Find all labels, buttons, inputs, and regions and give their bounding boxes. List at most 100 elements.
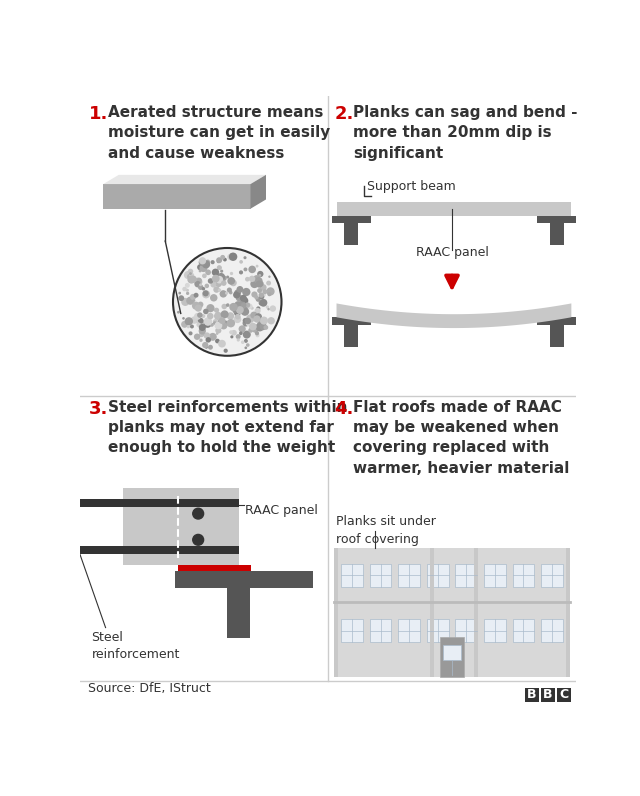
Circle shape xyxy=(194,278,202,286)
Circle shape xyxy=(197,264,204,271)
Circle shape xyxy=(253,315,260,322)
Circle shape xyxy=(212,275,220,283)
Circle shape xyxy=(237,307,243,314)
Circle shape xyxy=(230,335,234,338)
FancyBboxPatch shape xyxy=(456,564,477,587)
FancyBboxPatch shape xyxy=(76,499,239,508)
FancyBboxPatch shape xyxy=(537,318,576,325)
Circle shape xyxy=(207,313,214,319)
Circle shape xyxy=(266,281,271,286)
Circle shape xyxy=(189,273,194,278)
Circle shape xyxy=(199,324,206,331)
Circle shape xyxy=(220,255,225,259)
Circle shape xyxy=(195,281,201,287)
Circle shape xyxy=(242,288,250,296)
FancyBboxPatch shape xyxy=(175,571,312,587)
Circle shape xyxy=(250,280,259,288)
Circle shape xyxy=(197,312,203,318)
Circle shape xyxy=(198,304,203,309)
Circle shape xyxy=(188,269,193,274)
Circle shape xyxy=(220,320,224,323)
Circle shape xyxy=(255,277,262,285)
Circle shape xyxy=(196,278,202,283)
Circle shape xyxy=(227,254,234,260)
Circle shape xyxy=(179,292,181,295)
Circle shape xyxy=(248,266,256,273)
Text: B: B xyxy=(527,688,536,701)
Circle shape xyxy=(198,270,202,272)
FancyBboxPatch shape xyxy=(334,548,570,555)
Circle shape xyxy=(195,305,202,312)
Circle shape xyxy=(181,298,189,306)
FancyBboxPatch shape xyxy=(566,548,570,677)
Text: 2.: 2. xyxy=(334,105,353,123)
Circle shape xyxy=(223,258,227,261)
Circle shape xyxy=(229,252,237,261)
Polygon shape xyxy=(103,184,250,209)
Circle shape xyxy=(208,345,213,349)
Circle shape xyxy=(214,322,218,326)
Circle shape xyxy=(216,275,223,283)
Text: Planks can sag and bend -
more than 20mm dip is
significant: Planks can sag and bend - more than 20mm… xyxy=(353,105,577,161)
Circle shape xyxy=(248,328,253,333)
Circle shape xyxy=(249,322,257,330)
FancyBboxPatch shape xyxy=(427,564,449,587)
Circle shape xyxy=(243,318,248,323)
Circle shape xyxy=(243,330,251,338)
Circle shape xyxy=(187,274,193,279)
Circle shape xyxy=(227,312,234,320)
FancyBboxPatch shape xyxy=(370,564,392,587)
Circle shape xyxy=(229,291,232,295)
Polygon shape xyxy=(103,175,266,184)
Circle shape xyxy=(206,304,214,312)
FancyBboxPatch shape xyxy=(427,619,449,642)
Text: Steel reinforcements within
planks may not extend far
enough to hold the weight: Steel reinforcements within planks may n… xyxy=(108,400,348,455)
Circle shape xyxy=(221,280,227,286)
Circle shape xyxy=(250,311,257,318)
Circle shape xyxy=(260,317,268,325)
Circle shape xyxy=(202,314,205,318)
FancyBboxPatch shape xyxy=(443,645,461,660)
FancyBboxPatch shape xyxy=(398,619,420,642)
Circle shape xyxy=(214,322,222,330)
Text: Planks sit under
roof covering: Planks sit under roof covering xyxy=(336,515,436,546)
Circle shape xyxy=(209,333,217,341)
Circle shape xyxy=(193,534,204,545)
Circle shape xyxy=(259,295,264,299)
Circle shape xyxy=(234,290,241,296)
Circle shape xyxy=(204,318,212,326)
Circle shape xyxy=(241,297,248,304)
FancyBboxPatch shape xyxy=(227,587,250,638)
Circle shape xyxy=(216,333,218,335)
Circle shape xyxy=(269,306,276,312)
Circle shape xyxy=(217,265,221,270)
Circle shape xyxy=(192,302,200,310)
FancyBboxPatch shape xyxy=(334,548,570,677)
Circle shape xyxy=(182,317,185,320)
Circle shape xyxy=(213,322,216,325)
Circle shape xyxy=(189,331,193,335)
Circle shape xyxy=(236,334,241,339)
Circle shape xyxy=(203,309,209,314)
Circle shape xyxy=(194,293,198,298)
Circle shape xyxy=(216,257,222,263)
Circle shape xyxy=(199,257,206,264)
Circle shape xyxy=(252,291,257,298)
Circle shape xyxy=(266,287,275,295)
Circle shape xyxy=(229,330,233,334)
FancyBboxPatch shape xyxy=(430,548,434,677)
Text: RAAC panel: RAAC panel xyxy=(415,246,488,259)
FancyBboxPatch shape xyxy=(370,619,392,642)
Polygon shape xyxy=(337,303,572,328)
Circle shape xyxy=(221,320,228,327)
Circle shape xyxy=(205,283,209,288)
FancyBboxPatch shape xyxy=(537,216,576,224)
Circle shape xyxy=(218,288,221,292)
FancyBboxPatch shape xyxy=(557,688,572,702)
Text: 3.: 3. xyxy=(90,400,109,418)
Text: Aerated structure means
moisture can get in easily
and cause weakness: Aerated structure means moisture can get… xyxy=(108,105,330,161)
Circle shape xyxy=(246,343,250,347)
Text: Steel
reinforcement: Steel reinforcement xyxy=(92,630,180,661)
Circle shape xyxy=(181,321,188,328)
Circle shape xyxy=(205,345,208,349)
